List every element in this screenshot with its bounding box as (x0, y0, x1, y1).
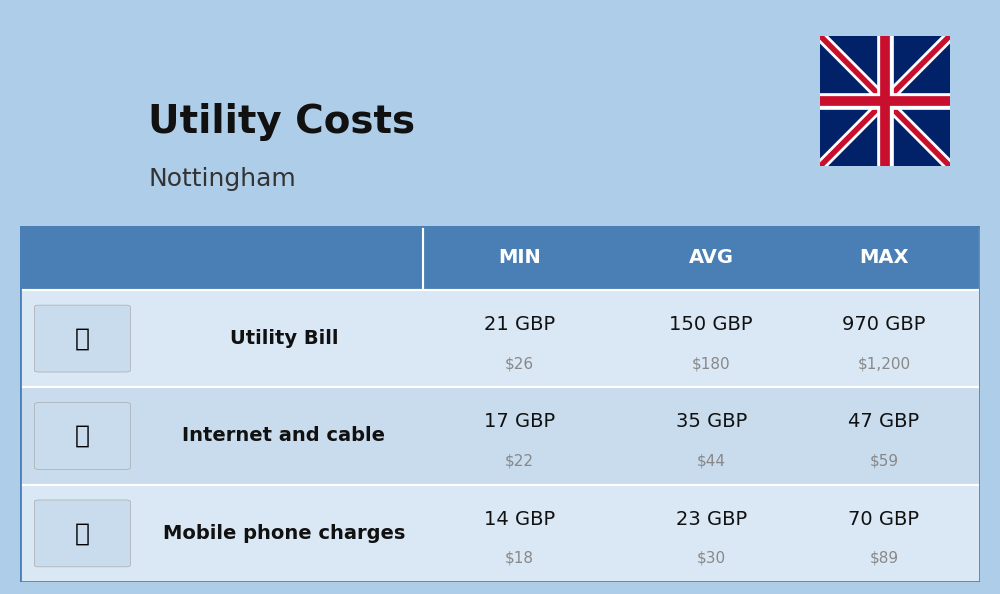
Text: 21 GBP: 21 GBP (484, 315, 555, 334)
Text: MAX: MAX (859, 248, 909, 267)
Text: Utility Costs: Utility Costs (148, 103, 415, 141)
FancyBboxPatch shape (34, 305, 130, 372)
Text: $89: $89 (869, 551, 899, 566)
Text: Internet and cable: Internet and cable (182, 426, 386, 446)
Text: 14 GBP: 14 GBP (484, 510, 555, 529)
Text: Utility Bill: Utility Bill (230, 329, 338, 348)
Text: 47 GBP: 47 GBP (848, 412, 920, 431)
FancyBboxPatch shape (20, 485, 980, 582)
Text: 17 GBP: 17 GBP (484, 412, 555, 431)
Text: 150 GBP: 150 GBP (669, 315, 753, 334)
Text: $59: $59 (869, 453, 899, 469)
Text: $26: $26 (505, 356, 534, 371)
Text: 📡: 📡 (75, 424, 90, 448)
FancyBboxPatch shape (20, 290, 980, 387)
Text: AVG: AVG (689, 248, 734, 267)
FancyBboxPatch shape (20, 387, 980, 485)
Text: Nottingham: Nottingham (148, 168, 296, 191)
FancyBboxPatch shape (818, 33, 952, 170)
Text: $180: $180 (692, 356, 731, 371)
FancyBboxPatch shape (20, 226, 423, 290)
Text: 🔌: 🔌 (75, 327, 90, 350)
Text: $22: $22 (505, 453, 534, 469)
Text: $30: $30 (697, 551, 726, 566)
Text: 📱: 📱 (75, 522, 90, 545)
FancyBboxPatch shape (34, 500, 130, 567)
Text: $1,200: $1,200 (857, 356, 911, 371)
Text: 70 GBP: 70 GBP (848, 510, 920, 529)
Text: 23 GBP: 23 GBP (676, 510, 747, 529)
Text: 35 GBP: 35 GBP (676, 412, 747, 431)
FancyBboxPatch shape (423, 226, 980, 290)
Text: Mobile phone charges: Mobile phone charges (163, 524, 405, 543)
Text: $44: $44 (697, 453, 726, 469)
FancyBboxPatch shape (34, 403, 130, 469)
Text: $18: $18 (505, 551, 534, 566)
Text: MIN: MIN (498, 248, 541, 267)
Text: 970 GBP: 970 GBP (842, 315, 926, 334)
